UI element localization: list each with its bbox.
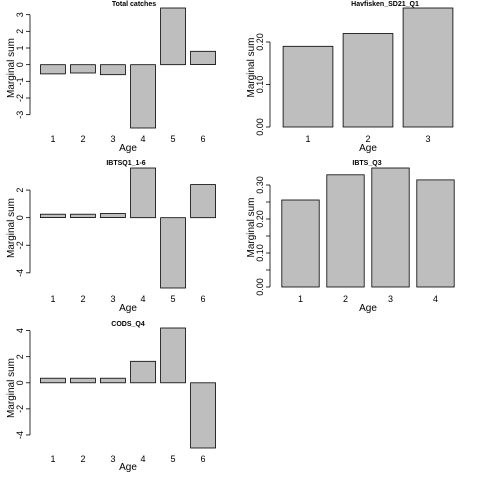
y-axis-label: Marginal sum — [6, 358, 17, 418]
panel-title: Havfisken_SD21_Q1 — [351, 1, 419, 8]
y-tick-label: -3 — [15, 111, 25, 119]
bar — [190, 382, 216, 449]
x-tick-label: 3 — [425, 134, 430, 144]
x-tick-label: 3 — [388, 294, 393, 304]
x-tick-label: 1 — [305, 134, 310, 144]
bar — [160, 327, 186, 384]
y-tick-label: 0.10 — [255, 244, 265, 262]
y-tick-label: 2 — [15, 354, 25, 359]
x-tick-label: 2 — [80, 294, 85, 304]
x-tick-label: 4 — [140, 294, 145, 304]
y-tick-label: 2 — [15, 188, 25, 193]
y-axis-label: Marginal sum — [6, 38, 17, 98]
chart-panel-1: Total catches 1 2 3 4 5 6 -3 -2 -1 0 1 2 3 Marginal su… — [6, 1, 216, 154]
panel-title: IBTS_Q3 — [352, 160, 381, 167]
x-axis-label: Age — [119, 143, 137, 154]
bar — [402, 7, 454, 128]
y-tick-label: -4 — [15, 269, 25, 277]
y-tick-label: -2 — [15, 405, 25, 413]
y-tick-label: 0.20 — [255, 210, 265, 228]
x-tick-label: 2 — [80, 134, 85, 144]
x-tick-label: 4 — [140, 454, 145, 464]
x-tick-label: 1 — [50, 294, 55, 304]
bar — [100, 377, 126, 384]
bar — [342, 33, 394, 128]
x-tick-label: 1 — [50, 454, 55, 464]
bar — [326, 174, 365, 288]
x-axis-label: Age — [119, 462, 137, 473]
bar — [130, 64, 156, 129]
x-axis-label: Age — [359, 143, 377, 154]
x-tick-label: 2 — [80, 454, 85, 464]
bar — [40, 213, 66, 218]
y-tick-label: -2 — [15, 94, 25, 102]
y-tick-label: 1 — [15, 45, 25, 50]
y-tick-label: 0 — [15, 215, 25, 220]
x-axis-label: Age — [359, 303, 377, 314]
y-tick-label: 0.30 — [255, 176, 265, 194]
y-tick-label: 0.00 — [255, 278, 265, 296]
bar — [40, 64, 66, 75]
x-tick-label: 3 — [110, 294, 115, 304]
x-tick-label: 1 — [298, 294, 303, 304]
bar — [70, 213, 96, 218]
y-tick-label: 4 — [15, 328, 25, 333]
bar — [371, 167, 410, 288]
y-tick-label: 0.10 — [255, 76, 265, 94]
y-axis-label: Marginal sum — [246, 197, 257, 257]
bar — [70, 377, 96, 384]
x-tick-label: 5 — [170, 134, 175, 144]
bar — [160, 217, 186, 289]
x-tick-label: 3 — [110, 454, 115, 464]
bar — [190, 184, 216, 219]
y-tick-label: 0.20 — [255, 33, 265, 51]
bar — [282, 45, 334, 128]
x-tick-label: 2 — [343, 294, 348, 304]
bar — [160, 7, 186, 66]
x-tick-label: 6 — [200, 294, 205, 304]
bar — [100, 213, 126, 218]
x-tick-label: 5 — [170, 454, 175, 464]
x-axis-label: Age — [119, 303, 137, 314]
bar — [130, 360, 156, 384]
y-axis-label: Marginal sum — [246, 37, 257, 97]
x-tick-label: 4 — [433, 294, 438, 304]
y-tick-label: 0 — [15, 380, 25, 385]
y-tick-label: 0.00 — [255, 118, 265, 136]
panel-title: Total catches — [112, 1, 156, 8]
panel-title: IBTSQ1_1-6 — [106, 160, 145, 167]
y-tick-label: -1 — [15, 77, 25, 85]
bar — [416, 179, 455, 288]
y-tick-label: -4 — [15, 431, 25, 439]
bar — [190, 50, 216, 65]
chart-panel-2: Havfisken_SD21_Q1 1 2 3 0.00 0.10 0.20Marginal… — [246, 1, 454, 154]
panel-title: CODS_Q4 — [111, 321, 145, 328]
x-tick-label: 5 — [170, 294, 175, 304]
chart-panel-4: IBTS_Q3 1 2 3 4 0.00 0.10 0.20 0.30 Marginal sum A… — [246, 160, 455, 314]
chart-panel-5: CODS_Q4 1 2 3 4 5 6 -4 -2 0 2 4 Marginal sum Age — [6, 321, 216, 473]
bar — [40, 377, 66, 384]
y-tick-label: 3 — [15, 12, 25, 17]
x-tick-label: 2 — [365, 134, 370, 144]
bar — [70, 64, 96, 74]
y-axis-label: Marginal sum — [6, 198, 17, 258]
x-tick-label: 6 — [200, 454, 205, 464]
bar — [100, 64, 126, 76]
x-tick-label: 1 — [50, 134, 55, 144]
y-tick-label: -2 — [15, 241, 25, 249]
bar — [130, 167, 156, 219]
chart-panel-3: IBTSQ1_1-6 1 2 3 4 5 6 -4 -2 0 2 Marginal sum Age — [6, 160, 216, 314]
x-tick-label: 6 — [200, 134, 205, 144]
x-tick-label: 3 — [110, 134, 115, 144]
x-tick-label: 4 — [140, 134, 145, 144]
bar — [281, 199, 320, 288]
y-tick-label: 2 — [15, 29, 25, 34]
y-tick-label: 0 — [15, 62, 25, 67]
